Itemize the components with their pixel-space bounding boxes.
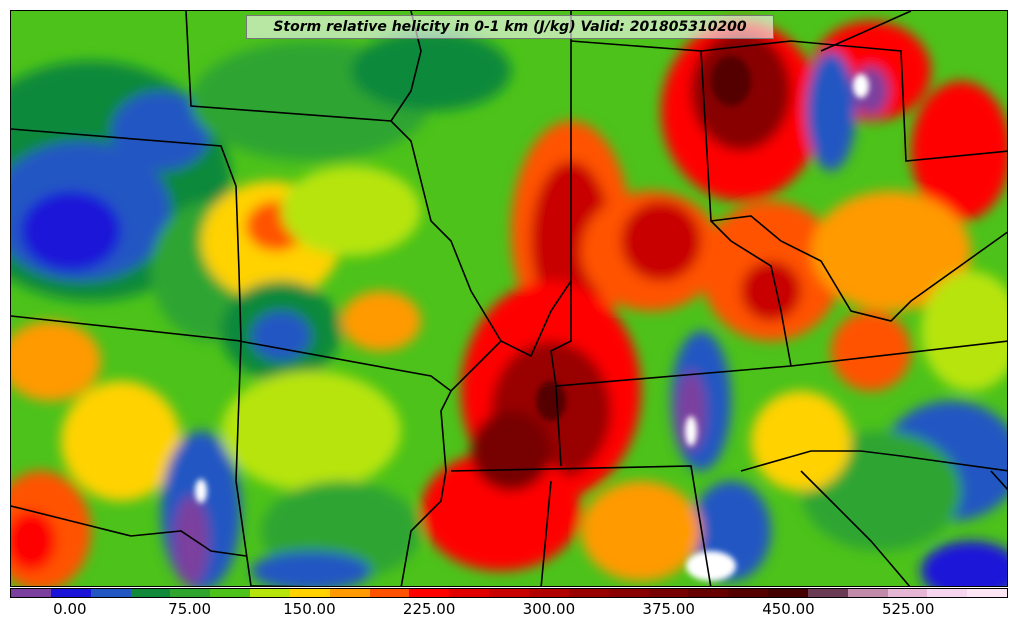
colorbar-swatch	[648, 589, 689, 597]
colorbar-swatch	[289, 589, 330, 597]
colorbar-swatch	[489, 589, 529, 597]
state-boundaries	[11, 11, 1007, 586]
colorbar-swatch	[130, 589, 171, 597]
colorbar-ticks: 0.00 75.00 150.00 225.00 300.00 375.00 450.00 5…	[10, 600, 1008, 628]
colorbar-tick-label: 300.00	[522, 600, 576, 618]
helicity-peaks	[195, 56, 869, 581]
colorbar-tick-label: 450.00	[762, 600, 815, 618]
colorbar-swatch	[90, 589, 131, 597]
colorbar-swatch	[807, 589, 848, 597]
colorbar-swatch	[409, 589, 450, 597]
colorbar-swatch	[568, 589, 609, 597]
colorbar-swatch	[728, 589, 769, 597]
helicity-map	[11, 11, 1007, 586]
colorbar-tick-label: 0.00	[53, 600, 87, 618]
colorbar-tick-label: 225.00	[402, 600, 456, 618]
colorbar-swatch	[927, 589, 968, 597]
colorbar-swatch	[608, 589, 649, 597]
colorbar-swatch	[329, 589, 370, 597]
colorbar-swatch	[449, 589, 490, 597]
map-panel	[10, 10, 1008, 587]
colorbar-swatch	[768, 589, 808, 597]
colorbar-swatch	[11, 589, 51, 597]
colorbar-swatch	[210, 589, 251, 597]
colorbar-swatch	[887, 589, 928, 597]
colorbar-tick-label: 525.00	[881, 600, 935, 618]
colorbar-tick-label: 150.00	[283, 600, 336, 618]
colorbar-swatch	[250, 589, 290, 597]
colorbar-swatch	[369, 589, 410, 597]
colorbar-swatch	[967, 589, 1008, 597]
colorbar-swatch	[170, 589, 211, 597]
colorbar	[10, 588, 1008, 598]
colorbar-swatch	[688, 589, 729, 597]
colorbar-swatch	[528, 589, 569, 597]
colorbar-swatch	[50, 589, 91, 597]
colorbar-swatch	[847, 589, 888, 597]
helicity-field	[11, 21, 1007, 586]
map-title: Storm relative helicity in 0-1 km (J/kg)…	[273, 19, 747, 35]
colorbar-tick-label: 75.00	[168, 600, 212, 618]
map-title-box: Storm relative helicity in 0-1 km (J/kg)…	[246, 15, 774, 39]
colorbar-tick-label: 375.00	[642, 600, 695, 618]
